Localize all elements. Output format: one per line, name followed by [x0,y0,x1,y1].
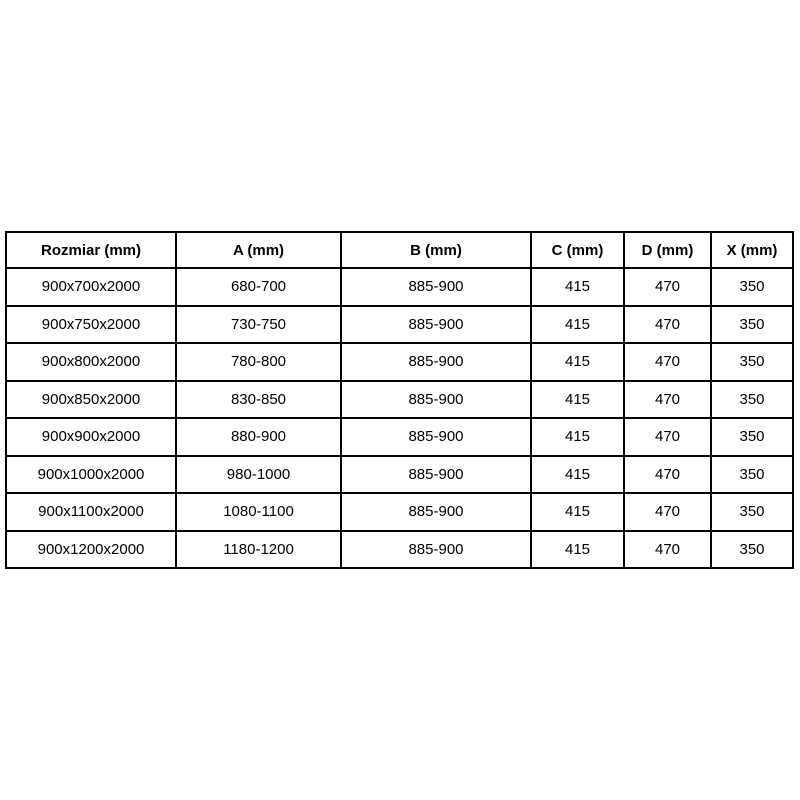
table-cell: 900x850x2000 [5,379,177,419]
table-cell: 350 [710,417,794,457]
table-cell: 1080-1100 [175,492,342,532]
table-cell: 470 [623,304,712,344]
column-header: Rozmiar (mm) [5,231,177,269]
table-cell: 470 [623,267,712,307]
table-cell: 350 [710,454,794,494]
table-row: 900x800x2000 780-800 885-900 415 470 350 [5,342,794,382]
table-cell: 415 [530,454,625,494]
table-row: 900x700x2000 680-700 885-900 415 470 350 [5,267,794,307]
table-cell: 900x750x2000 [5,304,177,344]
table-cell: 415 [530,304,625,344]
table-cell: 730-750 [175,304,342,344]
table-cell: 900x1200x2000 [5,529,177,569]
table-cell: 1180-1200 [175,529,342,569]
table-cell: 470 [623,417,712,457]
table-cell: 885-900 [340,379,532,419]
table-row: 900x1100x2000 1080-1100 885-900 415 470 350 [5,492,794,532]
table-cell: 885-900 [340,304,532,344]
table-cell: 470 [623,529,712,569]
column-header: X (mm) [710,231,794,269]
table-cell: 415 [530,267,625,307]
table-cell: 350 [710,304,794,344]
table-cell: 350 [710,529,794,569]
table-cell: 350 [710,492,794,532]
table-cell: 470 [623,492,712,532]
table-cell: 350 [710,379,794,419]
table-cell: 900x1000x2000 [5,454,177,494]
table-cell: 470 [623,342,712,382]
table-row: 900x750x2000 730-750 885-900 415 470 350 [5,304,794,344]
table-cell: 900x1100x2000 [5,492,177,532]
table-header-row: Rozmiar (mm) A (mm) B (mm) C (mm) D (mm) X (m… [5,231,794,269]
table-cell: 885-900 [340,454,532,494]
size-table: Rozmiar (mm) A (mm) B (mm) C (mm) D (mm) X (m… [5,231,794,569]
table-row: 900x850x2000 830-850 885-900 415 470 350 [5,379,794,419]
table-cell: 900x800x2000 [5,342,177,382]
table-row: 900x900x2000 880-900 885-900 415 470 350 [5,417,794,457]
column-header: C (mm) [530,231,625,269]
table-head: Rozmiar (mm) A (mm) B (mm) C (mm) D (mm) X (m… [5,231,794,269]
column-header: A (mm) [175,231,342,269]
column-header: D (mm) [623,231,712,269]
table-cell: 900x700x2000 [5,267,177,307]
table-cell: 885-900 [340,342,532,382]
table-cell: 885-900 [340,417,532,457]
table-cell: 885-900 [340,492,532,532]
table-cell: 900x900x2000 [5,417,177,457]
table-cell: 885-900 [340,267,532,307]
table-cell: 880-900 [175,417,342,457]
table-cell: 885-900 [340,529,532,569]
table-cell: 415 [530,492,625,532]
table-cell: 350 [710,267,794,307]
table-cell: 415 [530,342,625,382]
size-table-container: Rozmiar (mm) A (mm) B (mm) C (mm) D (mm) X (m… [5,231,794,569]
table-cell: 830-850 [175,379,342,419]
table-cell: 470 [623,454,712,494]
column-header: B (mm) [340,231,532,269]
table-body: 900x700x2000 680-700 885-900 415 470 350 900x7… [5,267,794,569]
table-cell: 470 [623,379,712,419]
table-cell: 415 [530,417,625,457]
table-cell: 680-700 [175,267,342,307]
table-row: 900x1200x2000 1180-1200 885-900 415 470 350 [5,529,794,569]
table-cell: 350 [710,342,794,382]
table-cell: 415 [530,529,625,569]
table-cell: 415 [530,379,625,419]
table-cell: 780-800 [175,342,342,382]
table-row: 900x1000x2000 980-1000 885-900 415 470 350 [5,454,794,494]
table-cell: 980-1000 [175,454,342,494]
